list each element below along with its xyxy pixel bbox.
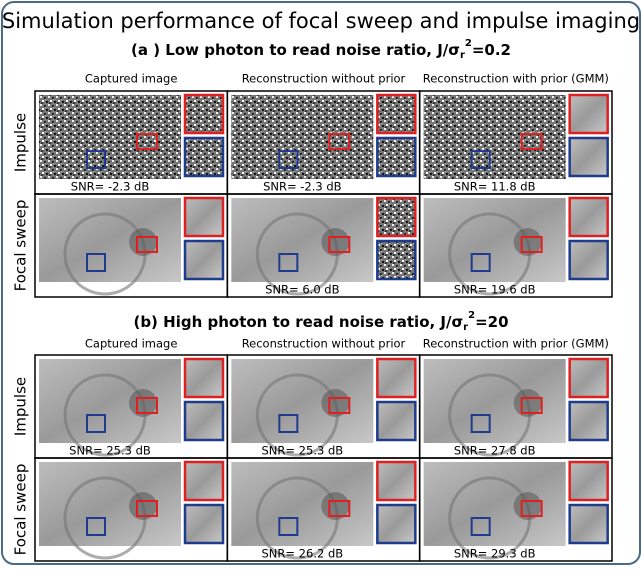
title-part: r	[463, 322, 468, 333]
reconstruction-image	[231, 198, 373, 282]
zoom-blue	[570, 241, 608, 279]
snr-label: SNR= 26.2 dB	[262, 547, 344, 561]
column-header: Reconstruction without prior	[242, 337, 406, 351]
title-part: (b) High photon to read noise ratio, J/σ	[133, 313, 463, 331]
zoom-red	[377, 462, 415, 500]
row-label: Impulse	[12, 113, 30, 172]
snr-label: SNR= 25.3 dB	[69, 444, 151, 458]
zoom-red	[377, 198, 415, 236]
zoom-blue	[185, 402, 223, 440]
reconstruction-image	[424, 462, 566, 546]
zoom-blue	[185, 241, 223, 279]
zoom-red	[185, 462, 223, 500]
reconstruction-image	[231, 359, 373, 443]
zoom-red	[377, 95, 415, 133]
column-header: Reconstruction with prior (GMM)	[423, 337, 609, 351]
reconstruction-image	[39, 462, 181, 546]
zoom-red	[185, 95, 223, 133]
reconstruction-image	[39, 95, 181, 179]
reconstruction-image	[39, 359, 181, 443]
title-part: (a ) Low photon to read noise ratio, J/σ	[131, 41, 460, 59]
zoom-red	[570, 198, 608, 236]
section-title: (a ) Low photon to read noise ratio, J/σ…	[131, 38, 511, 61]
figure: Simulation performance of focal sweep an…	[0, 0, 642, 566]
row-label: Focal sweep	[12, 200, 30, 292]
zoom-blue	[377, 138, 415, 176]
figure-title: Simulation performance of focal sweep an…	[2, 9, 640, 33]
snr-label: SNR= 27.8 dB	[454, 444, 536, 458]
snr-label: SNR= 6.0 dB	[265, 283, 339, 297]
zoom-blue	[570, 402, 608, 440]
zoom-red	[570, 462, 608, 500]
title-part: 2	[468, 310, 475, 321]
zoom-blue	[377, 241, 415, 279]
reconstruction-image	[424, 95, 566, 179]
zoom-blue	[570, 138, 608, 176]
reconstruction-image	[231, 462, 373, 546]
zoom-blue	[377, 505, 415, 543]
title-part: =0.2	[472, 41, 511, 59]
snr-label: SNR= 11.8 dB	[454, 180, 536, 194]
snr-label: SNR= 19.6 dB	[454, 283, 536, 297]
zoom-blue	[570, 505, 608, 543]
reconstruction-image	[231, 95, 373, 179]
reconstruction-image	[424, 198, 566, 282]
reconstruction-image	[424, 359, 566, 443]
zoom-red	[570, 359, 608, 397]
zoom-blue	[185, 138, 223, 176]
title-part: 2	[465, 38, 472, 49]
column-header: Reconstruction without prior	[242, 72, 406, 86]
reconstruction-image	[39, 198, 181, 282]
row-label: Focal sweep	[12, 464, 30, 556]
snr-label: SNR= 29.3 dB	[454, 547, 536, 561]
snr-label: SNR= 25.3 dB	[262, 444, 344, 458]
snr-label: SNR= -2.3 dB	[263, 180, 342, 194]
title-part: =20	[475, 313, 508, 331]
zoom-blue	[185, 505, 223, 543]
section-title: (b) High photon to read noise ratio, J/σ…	[133, 310, 508, 333]
zoom-red	[377, 359, 415, 397]
snr-label: SNR= -2.3 dB	[71, 180, 150, 194]
column-header: Reconstruction with prior (GMM)	[423, 72, 609, 86]
zoom-blue	[377, 402, 415, 440]
row-label: Impulse	[12, 377, 30, 436]
zoom-red	[185, 359, 223, 397]
title-part: r	[460, 50, 465, 61]
column-header: Captured image	[85, 72, 178, 86]
column-header: Captured image	[85, 337, 178, 351]
zoom-red	[185, 198, 223, 236]
zoom-red	[570, 95, 608, 133]
